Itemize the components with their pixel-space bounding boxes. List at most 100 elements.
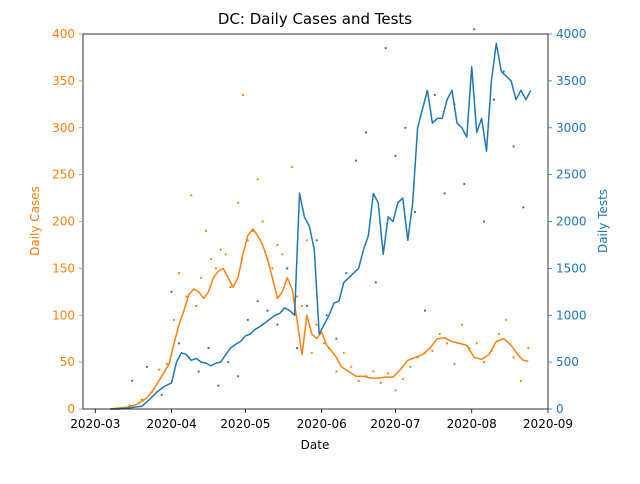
tests-scatter-point	[305, 304, 308, 307]
tests-scatter-point	[266, 309, 269, 312]
cases-scatter-point	[236, 201, 240, 204]
y-axis-right-label: Daily Tests	[596, 189, 610, 253]
tests-scatter-point	[256, 300, 259, 303]
cases-scatter-point	[150, 391, 153, 394]
tests-scatter-point	[492, 98, 495, 101]
cases-scatter-point	[315, 323, 318, 326]
cases-scatter-point	[305, 239, 308, 242]
cases-scatter-point	[224, 253, 227, 256]
cases-scatter-point	[372, 370, 375, 373]
tests-scatter-point	[315, 239, 318, 242]
tests-scatter-point	[345, 272, 348, 275]
cases-scatter-point	[431, 349, 434, 352]
x-axis-label: Date	[301, 438, 330, 452]
cases-scatter-point	[490, 349, 493, 352]
tests-scatter-point	[522, 206, 525, 209]
y-right-tick-label: 3500	[556, 74, 587, 88]
tests-scatter-point	[502, 70, 505, 73]
tests-scatter-point	[512, 145, 515, 148]
cases-scatter-point	[271, 267, 274, 270]
tests-scatter-point	[207, 347, 210, 350]
tests-scatter-point	[482, 220, 486, 223]
cases-scatter-point	[128, 404, 131, 407]
y-left-tick-label: 150	[52, 261, 75, 275]
y-left-tick-label: 200	[52, 215, 75, 229]
cases-scatter-point	[172, 318, 176, 321]
cases-scatter-point	[527, 347, 530, 350]
x-tick-label: 2020-07	[370, 417, 420, 431]
y-left-tick-label: 50	[60, 355, 75, 369]
x-tick-label: 2020-04	[147, 417, 197, 431]
tests-scatter-point	[374, 281, 377, 284]
cases-scatter-point	[200, 276, 203, 279]
cases-scatter-point	[291, 166, 294, 169]
cases-scatter-point	[364, 375, 367, 378]
cases-scatter-point	[300, 304, 304, 307]
tests-scatter-point	[384, 47, 387, 50]
cases-line	[110, 228, 529, 410]
tests-scatter-point	[276, 323, 279, 326]
tests-scatter-point	[325, 314, 328, 317]
cases-scatter-point	[357, 379, 360, 382]
cases-scatter-point	[468, 347, 471, 350]
tests-scatter-point	[443, 192, 446, 195]
cases-scatter-point	[229, 286, 232, 289]
tests-scatter-point	[414, 211, 417, 214]
y-left-tick-label: 250	[52, 168, 75, 182]
cases-scatter-point	[327, 347, 331, 350]
cases-scatter-point	[276, 243, 279, 246]
tests-scatter-point	[246, 318, 249, 321]
y-left-tick-label: 300	[52, 121, 75, 135]
x-tick-label: 2020-06	[297, 417, 347, 431]
cases-scatter-point	[475, 342, 478, 345]
cases-scatter-point	[310, 351, 313, 354]
y-left-tick-label: 100	[52, 308, 75, 322]
cases-scatter-point	[453, 362, 456, 366]
cases-scatter-point	[246, 239, 249, 242]
cases-scatter-point	[416, 356, 419, 359]
cases-scatter-point	[512, 356, 515, 359]
tests-scatter-point	[394, 154, 397, 157]
cases-scatter-point	[387, 372, 390, 375]
tests-scatter-point	[286, 267, 289, 270]
cases-scatter-point	[438, 332, 441, 336]
cases-scatter-point	[394, 389, 397, 392]
cases-scatter-point	[190, 194, 193, 197]
x-tick-label: 2020-05	[220, 417, 270, 431]
y-right-tick-label: 1500	[556, 261, 587, 275]
x-tick-label: 2020-08	[447, 417, 497, 431]
x-tick-label: 2020-03	[70, 417, 120, 431]
y-right-tick-label: 1000	[556, 308, 587, 322]
cases-scatter-point	[214, 267, 217, 270]
cases-scatter-point	[219, 248, 222, 251]
cases-scatter-point	[158, 368, 161, 371]
tests-scatter-point	[473, 28, 476, 31]
axes-layer: 2020-03 2020-04 2020-05 2020-06 2020-07 2020-…	[52, 27, 586, 431]
y-right-tick-label: 2500	[556, 168, 587, 182]
cases-scatter-point	[350, 365, 353, 368]
y-right-tick-label: 500	[556, 355, 579, 369]
y-axis-left-label: Daily Cases	[28, 186, 42, 256]
cases-scatter-point	[423, 351, 427, 354]
tests-line	[110, 42, 532, 410]
series-layer	[110, 28, 532, 410]
tests-scatter-point	[355, 159, 358, 162]
y-right-tick-label: 4000	[556, 27, 587, 41]
cases-scatter-point	[251, 229, 254, 232]
y-left-tick-label: 0	[67, 402, 75, 416]
cases-scatter-point	[401, 377, 404, 381]
cases-scatter-point	[140, 398, 144, 401]
cases-scatter-point	[295, 295, 299, 298]
tests-scatter-point	[433, 93, 436, 96]
y-right-tick-label: 2000	[556, 215, 587, 229]
tests-scatter-point	[453, 103, 456, 106]
tests-scatter-point	[145, 365, 149, 368]
cases-scatter-point	[281, 253, 284, 256]
cases-scatter-point	[497, 332, 500, 336]
cases-scatter-point	[379, 381, 382, 384]
cases-scatter-point	[335, 370, 338, 373]
cases-scatter-point	[177, 272, 181, 275]
tests-scatter-point	[131, 379, 134, 382]
